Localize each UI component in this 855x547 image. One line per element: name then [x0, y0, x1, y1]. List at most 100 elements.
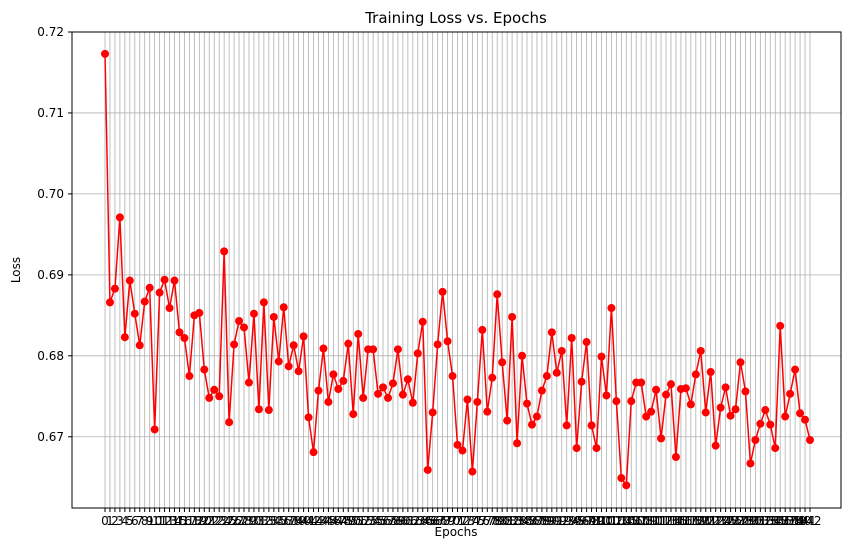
- x-tick-label: 64: [415, 514, 430, 528]
- x-tick-label: 0: [101, 514, 109, 528]
- data-point: [284, 362, 293, 371]
- data-point: [498, 358, 507, 367]
- data-point: [374, 389, 383, 398]
- data-point: [701, 408, 710, 417]
- data-point: [761, 406, 770, 415]
- x-tick-label: 2: [111, 514, 119, 528]
- x-tick-label: 97: [579, 514, 594, 528]
- data-point: [289, 341, 298, 350]
- data-point: [696, 346, 705, 355]
- y-tick-label: 0.69: [37, 268, 64, 282]
- data-point: [662, 390, 671, 399]
- data-point: [657, 434, 666, 443]
- data-point: [110, 284, 119, 293]
- data-point: [577, 377, 586, 386]
- data-point: [244, 378, 253, 387]
- data-point: [413, 349, 422, 358]
- y-tick-label: 0.68: [37, 349, 64, 363]
- data-point: [483, 407, 492, 416]
- x-tick-label: 56: [375, 514, 390, 528]
- x-tick-label: 40: [296, 514, 311, 528]
- data-point: [393, 345, 402, 354]
- data-point: [205, 393, 214, 402]
- x-tick-label: 62: [405, 514, 420, 528]
- x-tick-label: 84: [514, 514, 529, 528]
- data-point: [711, 441, 720, 450]
- x-tick-label: 51: [351, 514, 366, 528]
- x-tick-label: 108: [630, 514, 653, 528]
- x-tick-label: 91: [549, 514, 564, 528]
- data-point: [299, 332, 308, 341]
- series-group: [101, 49, 814, 490]
- x-tick-label: 94: [564, 514, 579, 528]
- x-tick-label: 5: [126, 514, 134, 528]
- x-tick-label: 75: [470, 514, 485, 528]
- data-point: [329, 370, 338, 379]
- data-point: [101, 49, 109, 58]
- x-tick-label: 33: [261, 514, 276, 528]
- data-point: [781, 412, 790, 421]
- x-axis: 0123456789101112131415161718192021222324…: [101, 508, 821, 528]
- data-point: [210, 385, 219, 394]
- data-point: [562, 421, 571, 430]
- data-point: [408, 398, 417, 407]
- x-tick-label: 92: [554, 514, 569, 528]
- x-tick-label: 23: [212, 514, 227, 528]
- x-tick-label: 87: [529, 514, 544, 528]
- x-tick-label: 39: [291, 514, 306, 528]
- x-tick-label: 90: [544, 514, 559, 528]
- data-point: [398, 390, 407, 399]
- x-tick-label: 53: [360, 514, 375, 528]
- data-point: [786, 389, 795, 398]
- x-tick-label: 22: [207, 514, 222, 528]
- x-tick-label: 73: [460, 514, 475, 528]
- x-gridlines: [104, 32, 811, 508]
- x-tick-label: 127: [724, 514, 747, 528]
- x-tick-label: 85: [519, 514, 534, 528]
- data-point: [388, 379, 397, 388]
- x-tick-label: 95: [569, 514, 584, 528]
- data-point: [438, 287, 447, 296]
- data-point: [150, 425, 159, 434]
- x-tick-label: 59: [390, 514, 405, 528]
- data-point: [622, 481, 631, 490]
- x-tick-label: 102: [600, 514, 623, 528]
- x-tick-label: 31: [251, 514, 266, 528]
- data-point: [572, 444, 581, 453]
- x-tick-label: 129: [734, 514, 757, 528]
- x-tick-label: 27: [231, 514, 246, 528]
- data-point: [120, 333, 129, 342]
- data-point: [537, 386, 546, 395]
- data-point: [547, 328, 556, 337]
- x-tick-label: 52: [356, 514, 371, 528]
- x-tick-label: 86: [524, 514, 539, 528]
- x-tick-label: 15: [172, 514, 187, 528]
- x-tick-label: 29: [241, 514, 256, 528]
- data-point: [453, 440, 462, 449]
- x-tick-label: 134: [759, 514, 782, 528]
- data-point: [304, 413, 313, 422]
- data-point: [488, 373, 497, 382]
- y-axis: 0.67 0.68 0.69 0.70 0.71 0.72: [37, 25, 72, 444]
- data-point: [339, 376, 348, 385]
- x-tick-label: 67: [430, 514, 445, 528]
- x-tick-label: 44: [316, 514, 331, 528]
- data-point: [403, 375, 412, 384]
- x-tick-label: 17: [182, 514, 197, 528]
- data-point: [115, 213, 124, 222]
- y-axis-label: Loss: [9, 257, 23, 283]
- x-tick-label: 105: [615, 514, 638, 528]
- x-tick-label: 7: [136, 514, 144, 528]
- x-tick-label: 71: [450, 514, 465, 528]
- chart-title: Training Loss vs. Epochs: [364, 9, 547, 27]
- x-tick-label: 16: [177, 514, 192, 528]
- x-tick-label: 24: [217, 514, 232, 528]
- x-tick-label: 54: [365, 514, 380, 528]
- data-point: [751, 436, 760, 444]
- x-tick-label: 121: [694, 514, 717, 528]
- x-tick-label: 137: [774, 514, 797, 528]
- data-point: [145, 283, 154, 292]
- x-tick-label: 34: [266, 514, 281, 528]
- x-tick-label: 26: [226, 514, 241, 528]
- x-tick-label: 89: [539, 514, 554, 528]
